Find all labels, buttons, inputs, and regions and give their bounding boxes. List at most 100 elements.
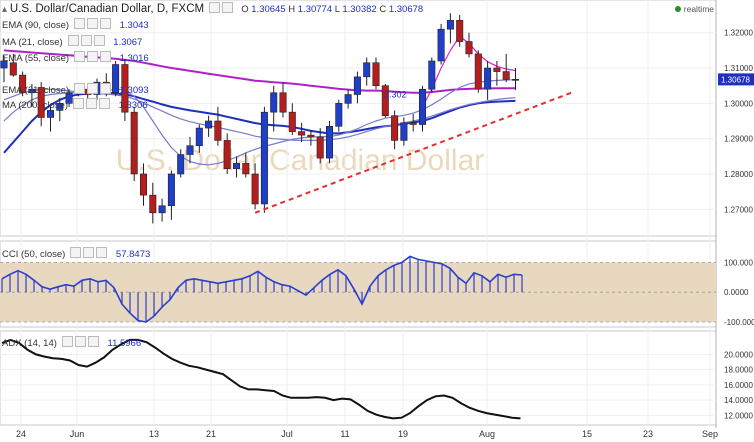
- candle-body: [400, 122, 408, 141]
- candle-body: [205, 120, 213, 129]
- candle-body: [409, 122, 417, 125]
- price-tick-label: 1.28000: [724, 170, 753, 179]
- candle-body: [195, 127, 203, 147]
- candle-body: [9, 62, 17, 76]
- realtime-dot-icon: [674, 6, 681, 12]
- price-tick-label: 1.30000: [724, 99, 753, 108]
- candle-body: [37, 87, 45, 118]
- candle-body: [233, 163, 241, 169]
- cci-panel: -100.000 0.0000 100.000: [0, 255, 754, 327]
- adx-tick-label: 14.0000: [724, 396, 753, 405]
- adx-panel: 12.0000 14.0000 16.0000 18.0000 20.0000: [0, 338, 753, 420]
- indicator-ma-21[interactable]: MA (21, close) 1.3067: [2, 35, 143, 48]
- close-icon[interactable]: [93, 35, 105, 46]
- date-tick-label: 23: [643, 429, 653, 439]
- candle-body: [381, 85, 389, 117]
- candle-body: [279, 92, 287, 113]
- candle-body: [121, 64, 129, 113]
- price-tick-label: 1.32000: [724, 29, 753, 38]
- candle-body: [0, 60, 8, 69]
- candle-body: [363, 62, 371, 78]
- visibility-icon[interactable]: [72, 98, 84, 109]
- visibility-icon[interactable]: [61, 336, 73, 347]
- cci-tick-label: -100.000: [724, 318, 754, 327]
- date-tick-label: 15: [582, 429, 592, 439]
- last-price-tag: [718, 73, 754, 86]
- date-axis: 24 Jun 13 21 Jul 11 19 Aug 15 23 Sep: [16, 429, 718, 439]
- candle-body: [251, 173, 259, 205]
- symbol-arrow-icon[interactable]: ▴: [2, 4, 8, 15]
- candle-body: [65, 92, 73, 104]
- candle-body: [493, 67, 501, 72]
- indicator-ema-21[interactable]: EMA (21, close) 1.3093: [2, 83, 149, 96]
- visibility-icon[interactable]: [70, 247, 82, 258]
- indicator-ema-55[interactable]: EMA (55, close) 1.3016: [2, 51, 149, 64]
- candlesticks: 1.302: [0, 13, 519, 224]
- candle-body: [316, 136, 324, 159]
- adx-tick-label: 12.0000: [724, 411, 753, 420]
- price-tick-label: 1.31000: [724, 64, 753, 73]
- close-icon[interactable]: [98, 98, 110, 109]
- date-tick-label: Jul: [281, 429, 293, 439]
- settings-icon[interactable]: [83, 247, 95, 258]
- candle-body: [177, 154, 185, 175]
- candle-body: [511, 79, 519, 81]
- close-icon[interactable]: [87, 336, 99, 347]
- candle-body: [28, 88, 36, 94]
- date-tick-label: 11: [340, 429, 349, 439]
- candle-body: [214, 120, 222, 141]
- adx-legend[interactable]: ADX (14, 14) 11.5966: [2, 336, 142, 349]
- close-icon[interactable]: [99, 51, 111, 62]
- candle-body: [149, 194, 157, 214]
- candle-body: [158, 205, 166, 214]
- settings-icon[interactable]: [86, 18, 98, 29]
- visibility-icon[interactable]: [208, 2, 220, 13]
- trendline: [254, 91, 572, 214]
- candle-body: [474, 53, 482, 90]
- candle-body: [372, 62, 380, 86]
- settings-icon[interactable]: [86, 51, 98, 62]
- candle-body: [484, 67, 492, 90]
- settings-icon[interactable]: [85, 98, 97, 109]
- candle-body: [130, 111, 138, 175]
- settings-icon[interactable]: [74, 336, 86, 347]
- indicator-ma-200[interactable]: MA (200, close) 1.3306: [2, 98, 148, 111]
- chart-header: ▴ U.S. Dollar/Canadian Dollar, D, FXCM O…: [2, 2, 423, 15]
- close-icon[interactable]: [96, 247, 108, 258]
- candle-body: [298, 131, 306, 136]
- settings-icon[interactable]: [86, 83, 98, 94]
- cci-legend[interactable]: CCI (50, close) 57.8473: [2, 247, 151, 260]
- visibility-icon[interactable]: [67, 35, 79, 46]
- chart-watermark: U.S. Dollar/Canadian Dollar: [116, 144, 485, 177]
- candle-body: [167, 173, 175, 207]
- indicator-ema-90[interactable]: EMA (90, close) 1.3043: [2, 18, 149, 31]
- candle-body: [418, 88, 426, 125]
- ohlc-readout: O 1.30645 H 1.30774 L 1.30382 C 1.30678: [241, 4, 424, 15]
- date-tick-label: 24: [16, 429, 26, 439]
- close-icon[interactable]: [99, 18, 111, 29]
- candle-body: [242, 163, 250, 175]
- candle-body: [325, 125, 333, 159]
- settings-icon[interactable]: [221, 2, 233, 13]
- candle-body: [391, 115, 399, 141]
- close-icon[interactable]: [99, 83, 111, 94]
- visibility-icon[interactable]: [73, 51, 85, 62]
- candle-body: [502, 71, 510, 80]
- candle-body: [428, 60, 436, 90]
- settings-icon[interactable]: [80, 35, 92, 46]
- visibility-icon[interactable]: [73, 83, 85, 94]
- date-tick-label: Jun: [70, 429, 85, 439]
- candle-body: [446, 20, 454, 30]
- adx-tick-label: 16.0000: [724, 381, 753, 390]
- candle-body: [270, 92, 278, 113]
- candle-body: [186, 145, 194, 155]
- date-tick-label: 19: [398, 429, 408, 439]
- price-tick-label: 1.27000: [724, 205, 753, 214]
- date-tick-label: Aug: [479, 429, 495, 439]
- candle-body: [335, 103, 343, 127]
- candle-body: [140, 173, 148, 196]
- candle-body: [288, 111, 296, 132]
- chart-title: U.S. Dollar/Canadian Dollar, D, FXCM: [9, 3, 205, 15]
- visibility-icon[interactable]: [73, 18, 85, 29]
